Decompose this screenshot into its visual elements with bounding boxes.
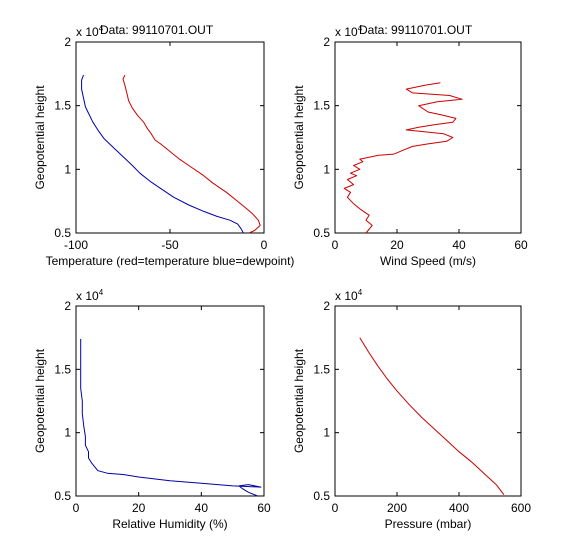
y-exponent-base: x 10 <box>335 25 358 39</box>
chart-title: Data: 99110701.OUT <box>100 23 214 37</box>
axes-box <box>334 305 522 497</box>
chart-panel-4: 0 200 400 600 0.5 1 1.5 2 x 104 Pressure (mbar) Ge… <box>292 288 531 531</box>
chart-panel-3: 0 20 40 60 0.5 1 1.5 2 x 104 Relative Humidity (%… <box>33 288 271 531</box>
x-tick-label: 0 <box>332 238 339 252</box>
x-tick-label: 20 <box>390 238 404 252</box>
y-exponent-label: x 104 <box>76 288 104 303</box>
series-line-pressure <box>359 337 505 496</box>
y-tick-label: 2 <box>64 35 71 49</box>
series-line-wind-speed <box>343 82 463 234</box>
x-tick-label: 400 <box>449 501 469 515</box>
x-axis-label: Wind Speed (m/s) <box>380 254 476 268</box>
x-tick-label: 0 <box>73 501 80 515</box>
x-axis-label: Pressure (mbar) <box>385 517 472 531</box>
chart-title: Data: 99110701.OUT <box>359 23 473 37</box>
y-axis-label: Geopotential height <box>292 348 306 453</box>
y-exponent-label: x 104 <box>76 24 104 39</box>
x-tick-label: 40 <box>452 238 466 252</box>
x-axis-label: Relative Humidity (%) <box>112 517 227 531</box>
y-tick-label: 1 <box>64 162 71 176</box>
y-tick-label: 1.5 <box>313 362 330 376</box>
y-tick-label: 2 <box>64 299 71 313</box>
y-tick-label: 0.5 <box>313 489 330 503</box>
y-exponent-power: 4 <box>358 288 363 297</box>
axes-box <box>75 41 265 234</box>
series-line-dewpoint <box>81 74 244 234</box>
x-axis-label: Temperature (red=temperature blue=dewpoi… <box>46 254 295 268</box>
y-tick-label: 1.5 <box>313 99 330 113</box>
x-tick-label: 0 <box>332 501 339 515</box>
y-tick-label: 2 <box>323 299 330 313</box>
x-tick-label: 60 <box>257 501 271 515</box>
y-tick-label: 2 <box>323 35 330 49</box>
series-line-relative-humidity <box>80 338 262 497</box>
y-axis-label: Geopotential height <box>33 85 47 190</box>
y-axis-label: Geopotential height <box>33 348 47 453</box>
x-tick-label: 60 <box>514 238 528 252</box>
y-tick-label: 1.5 <box>54 99 71 113</box>
x-tick-label: 20 <box>132 501 146 515</box>
y-tick-label: 0.5 <box>313 226 330 240</box>
series-line-temperature <box>122 74 261 234</box>
y-exponent-base: x 10 <box>76 25 99 39</box>
y-tick-label: 1 <box>323 426 330 440</box>
y-tick-label: 1 <box>64 426 71 440</box>
y-tick-label: 1 <box>323 162 330 176</box>
axes-box <box>75 305 265 497</box>
y-axis-label: Geopotential height <box>292 85 306 190</box>
y-tick-label: 0.5 <box>54 226 71 240</box>
x-tick-label: 200 <box>387 501 407 515</box>
y-tick-label: 1.5 <box>54 362 71 376</box>
y-exponent-label: x 104 <box>335 288 363 303</box>
x-tick-label: 600 <box>511 501 531 515</box>
axes-box <box>334 41 522 234</box>
y-exponent-base: x 10 <box>76 289 99 303</box>
y-exponent-power: 4 <box>99 288 104 297</box>
x-tick-label: -100 <box>64 238 88 252</box>
x-tick-label: 40 <box>195 501 209 515</box>
x-tick-label: 0 <box>261 238 268 252</box>
y-tick-label: 0.5 <box>54 489 71 503</box>
x-tick-label: -50 <box>161 238 179 252</box>
y-exponent-power: 4 <box>99 24 104 33</box>
y-exponent-base: x 10 <box>335 289 358 303</box>
y-exponent-label: x 104 <box>335 24 363 39</box>
y-exponent-power: 4 <box>358 24 363 33</box>
